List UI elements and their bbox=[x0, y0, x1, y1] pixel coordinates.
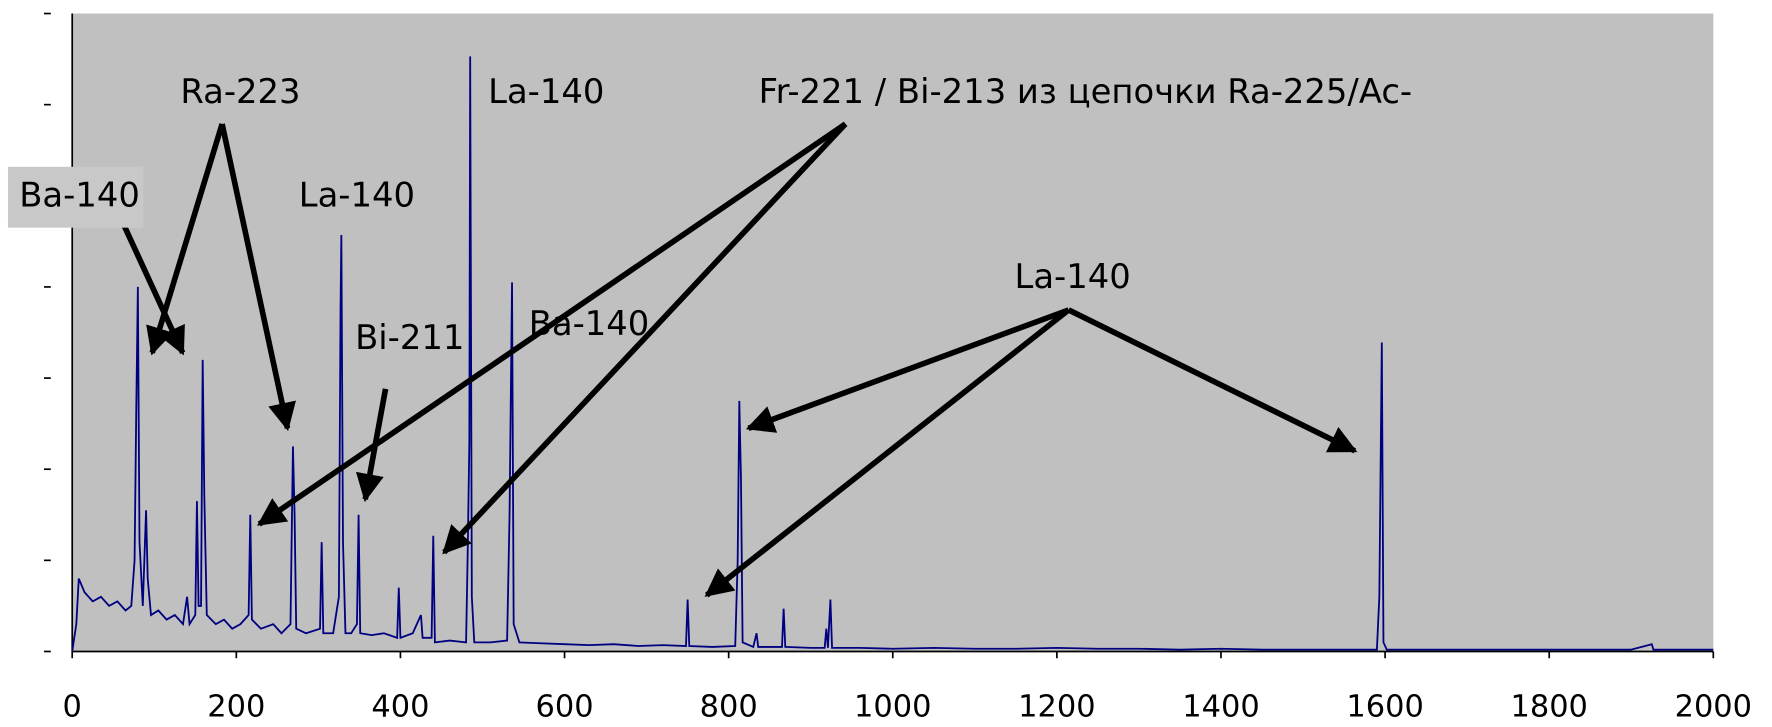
arrow bbox=[1067, 307, 1358, 454]
annotation: Fr-221 / Bi-213 из цепочки Ra-225/Ac- bbox=[759, 72, 1413, 111]
annotation: Bi-211 bbox=[355, 318, 464, 357]
x-tick-label: 600 bbox=[536, 689, 594, 724]
annotation: La-140 bbox=[299, 176, 415, 215]
x-tick-label: 200 bbox=[207, 689, 265, 724]
arrow bbox=[704, 307, 1071, 598]
arrow bbox=[745, 307, 1070, 433]
x-tick-label: 400 bbox=[371, 689, 429, 724]
x-tick-label: 1000 bbox=[854, 689, 931, 724]
annotation: Ba-140 bbox=[529, 304, 650, 343]
x-tick-label: 1400 bbox=[1182, 689, 1259, 724]
x-tick-label: 0 bbox=[63, 689, 82, 724]
arrow bbox=[219, 123, 296, 432]
x-tick-label: 800 bbox=[700, 689, 758, 724]
arrow bbox=[146, 123, 225, 356]
arrows bbox=[121, 121, 1358, 598]
x-tick-label: 1800 bbox=[1510, 689, 1587, 724]
annotation-box bbox=[7, 166, 144, 228]
x-tick-label: 2000 bbox=[1675, 689, 1752, 724]
x-tick-label: 1600 bbox=[1346, 689, 1423, 724]
plot-area bbox=[72, 13, 1714, 652]
annotation: Ba-140 bbox=[19, 176, 140, 215]
annotation: La-140 bbox=[1014, 257, 1130, 296]
annotation: La-140 bbox=[488, 72, 604, 111]
spectrum-line bbox=[71, 56, 1714, 652]
x-tick-label: 1200 bbox=[1018, 689, 1095, 724]
annotation: Ra-223 bbox=[180, 72, 300, 111]
arrow bbox=[442, 122, 848, 555]
arrow bbox=[256, 121, 848, 527]
